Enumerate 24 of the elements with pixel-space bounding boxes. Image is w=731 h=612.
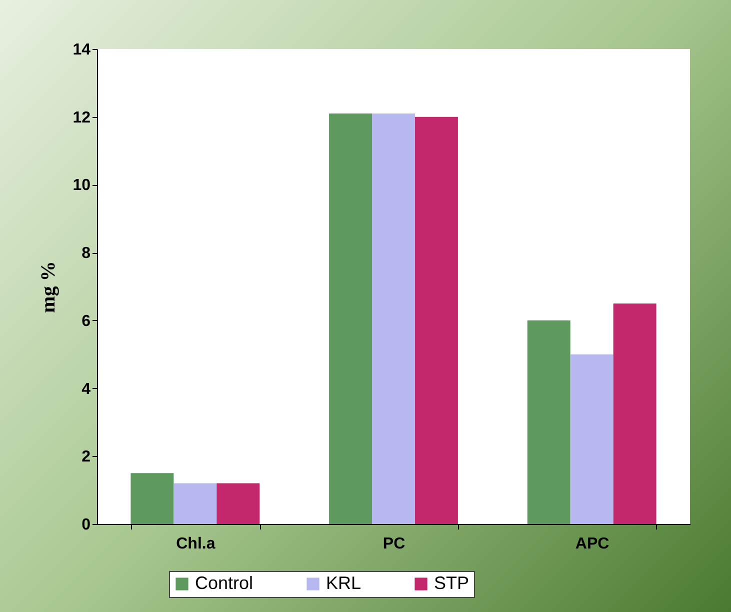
legend-label: Control xyxy=(195,573,254,593)
y-tick-label: 14 xyxy=(72,42,91,58)
y-tick-label: 12 xyxy=(72,109,91,126)
x-tick-label: Chl.a xyxy=(176,536,216,552)
bar xyxy=(216,483,260,524)
y-tick-label: 10 xyxy=(72,177,91,194)
bar xyxy=(613,303,656,524)
legend-label: KRL xyxy=(326,573,362,593)
y-tick-label: 8 xyxy=(82,245,91,262)
bar xyxy=(329,113,372,524)
y-tick-label: 2 xyxy=(82,448,91,466)
bar xyxy=(174,483,217,524)
y-tick-label: 4 xyxy=(82,380,91,398)
bar xyxy=(570,354,614,524)
x-tick-label: APC xyxy=(575,536,610,552)
bar xyxy=(527,320,570,524)
y-axis-title: mg % xyxy=(38,261,60,313)
bar xyxy=(130,473,174,524)
x-tick-label: PC xyxy=(382,536,406,552)
bar xyxy=(414,116,458,524)
bar xyxy=(372,113,415,524)
y-tick-label: 6 xyxy=(82,312,91,330)
legend-label: STP xyxy=(434,573,470,593)
y-tick-label: 0 xyxy=(82,516,91,534)
